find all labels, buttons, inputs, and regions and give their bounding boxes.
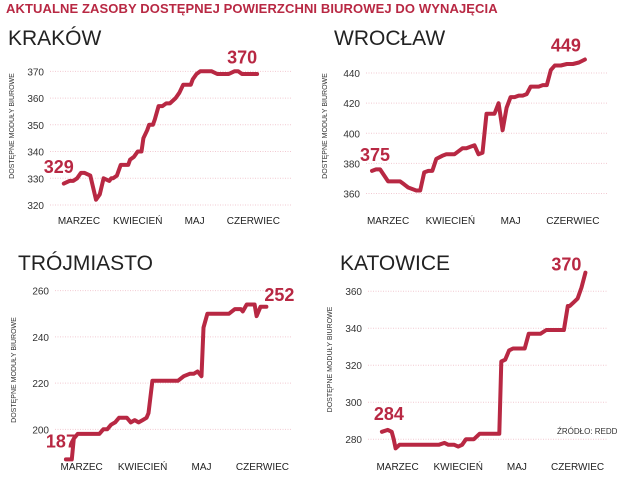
x-tick-label-krakow: CZERWIEC: [227, 216, 280, 227]
y-tick-label-katowice: 320: [345, 361, 362, 372]
chart-title-wroclaw: WROCŁAW: [334, 27, 445, 50]
source-note: ŹRÓDŁO: REDD: [557, 427, 618, 436]
y-tick-label-wroclaw: 400: [343, 129, 360, 140]
x-tick-label-katowice: MAJ: [507, 462, 527, 473]
x-tick-label-trojmiasto: KWIECIEŃ: [118, 460, 167, 473]
x-tick-label-krakow: MAJ: [185, 216, 205, 227]
y-tick-label-krakow: 320: [27, 201, 44, 212]
y-tick-label-krakow: 360: [27, 94, 44, 105]
y-tick-label-trojmiasto: 220: [32, 379, 49, 390]
x-tick-label-wroclaw: KWIECIEŃ: [426, 214, 475, 227]
x-tick-label-wroclaw: MARZEC: [367, 216, 409, 227]
chart-title-krakow: KRAKÓW: [8, 27, 102, 50]
end-value-label-wroclaw: 449: [551, 36, 581, 56]
start-value-label-katowice: 284: [374, 404, 404, 424]
x-tick-label-wroclaw: MAJ: [501, 216, 521, 227]
y-tick-label-trojmiasto: 260: [32, 287, 49, 298]
y-tick-label-krakow: 340: [27, 148, 44, 159]
y-axis-label-katowice: DOSTĘPNE MODUŁY BIUROWE: [327, 306, 334, 412]
x-tick-label-katowice: MARZEC: [376, 462, 418, 473]
y-axis-label-krakow: DOSTĘPNE MODUŁY BIUROWE: [9, 73, 16, 179]
x-tick-label-trojmiasto: MAJ: [192, 462, 212, 473]
x-tick-label-krakow: KWIECIEŃ: [113, 214, 162, 227]
x-tick-label-katowice: KWIECIEŃ: [433, 460, 482, 473]
end-value-label-trojmiasto: 252: [264, 285, 294, 305]
x-tick-label-trojmiasto: CZERWIEC: [236, 462, 289, 473]
chart-wroclaw-svg: WROCŁAW DOSTĘPNE MODUŁY BIUROWE 360 380 400 4…: [322, 27, 608, 227]
start-value-label-krakow: 329: [44, 157, 74, 177]
header-title: AKTUALNE ZASOBY DOSTĘPNEJ POWIERZCHNI BI…: [6, 1, 498, 16]
y-tick-label-krakow: 350: [27, 121, 44, 132]
chart-katowice-svg: KATOWICE DOSTĘPNE MODUŁY BIUROWE 280 300 320…: [327, 252, 608, 473]
chart-title-trojmiasto: TRÓJMIASTO: [18, 252, 153, 275]
y-tick-label-trojmiasto: 240: [32, 333, 49, 344]
start-value-label-wroclaw: 375: [360, 145, 390, 165]
y-tick-label-wroclaw: 440: [343, 69, 360, 80]
x-tick-label-wroclaw: CZERWIEC: [546, 216, 599, 227]
x-tick-label-krakow: MARZEC: [58, 216, 100, 227]
y-tick-label-krakow: 330: [27, 174, 44, 185]
start-value-label-trojmiasto: 187: [46, 431, 76, 451]
chart-krakow-svg: KRAKÓW DOSTĘPNE MODUŁY BIUROWE 320 330 340 35…: [8, 27, 292, 227]
end-value-label-krakow: 370: [227, 47, 257, 67]
series-line-katowice: [379, 270, 588, 451]
y-tick-label-wroclaw: 360: [343, 189, 360, 200]
series-line-wroclaw: [370, 57, 587, 193]
y-tick-label-wroclaw: 420: [343, 99, 360, 110]
y-tick-label-krakow: 370: [27, 67, 44, 78]
x-tick-label-katowice: CZERWIEC: [551, 462, 604, 473]
chart-trojmiasto-svg: TRÓJMIASTO DOSTĘPNE MODUŁY BIUROWE 200 220 2…: [11, 252, 294, 473]
y-tick-label-katowice: 340: [345, 324, 362, 335]
y-tick-label-katowice: 280: [345, 435, 362, 446]
chart-title-katowice: KATOWICE: [340, 252, 450, 275]
y-axis-label-wroclaw: DOSTĘPNE MODUŁY BIUROWE: [322, 73, 329, 179]
y-tick-label-katowice: 300: [345, 398, 362, 409]
series-line-trojmiasto: [63, 302, 269, 462]
y-tick-label-wroclaw: 380: [343, 159, 360, 170]
end-value-label-katowice: 370: [551, 255, 581, 275]
x-tick-label-trojmiasto: MARZEC: [61, 462, 103, 473]
y-tick-label-katowice: 360: [345, 287, 362, 298]
series-line-krakow: [61, 69, 260, 202]
y-tick-label-trojmiasto: 200: [32, 425, 49, 436]
y-axis-label-trojmiasto: DOSTĘPNE MODUŁY BIUROWE: [11, 317, 18, 423]
